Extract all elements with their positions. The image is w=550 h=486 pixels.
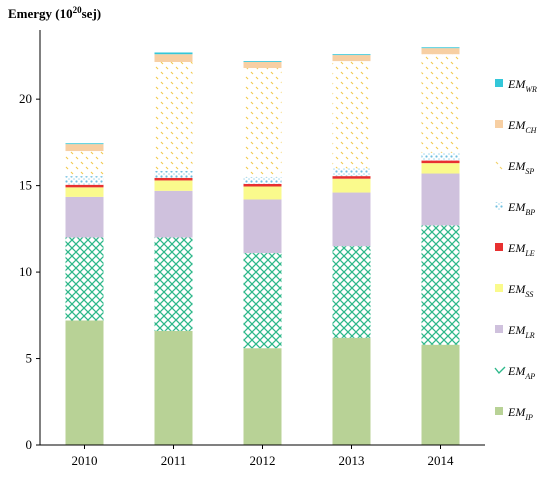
- bar-segment-wr-2012: [243, 61, 282, 62]
- bar-segment-ch-2014: [421, 48, 460, 55]
- bar-segment-bp-2010: [65, 176, 104, 185]
- legend-swatch-sp: [495, 161, 503, 170]
- legend-swatch-lr: [495, 325, 503, 333]
- y-axis-title-unit: sej): [82, 6, 102, 21]
- legend-label-ap: EMAP: [507, 364, 535, 381]
- y-tick-label: 20: [19, 91, 32, 106]
- bar-segment-ch-2011: [154, 54, 193, 62]
- bar-segment-ch-2010: [65, 144, 104, 152]
- bar-segment-ss-2014: [421, 163, 460, 174]
- legend-label-ip: EMIP: [507, 405, 533, 422]
- legend-swatch-ch: [495, 120, 503, 128]
- bar-segment-wr-2010: [65, 143, 104, 145]
- bar-segment-ap-2010: [65, 237, 104, 321]
- legend-item-le: EMLE: [495, 241, 535, 258]
- bar-segment-le-2010: [65, 184, 104, 188]
- legend: EMWR EMCH EMSP EMBP EMLE EMSS EMLR EMAP EMIP: [494, 77, 538, 422]
- x-tick-label: 2012: [250, 453, 276, 468]
- bar-segment-sp-2014: [421, 54, 460, 153]
- legend-label-bp: EMBP: [507, 200, 535, 217]
- bar-segment-ss-2011: [154, 180, 193, 191]
- legend-item-ss: EMSS: [495, 282, 533, 299]
- bar-segment-bp-2011: [154, 170, 193, 178]
- y-tick-label: 15: [19, 178, 32, 193]
- bar-segment-sp-2010: [65, 151, 104, 177]
- bar-segment-lr-2013: [332, 192, 371, 247]
- x-tick-label: 2013: [339, 453, 365, 468]
- bar-segment-sp-2013: [332, 61, 371, 169]
- bar-segment-ip-2011: [154, 330, 193, 446]
- legend-swatch-ip: [495, 407, 503, 415]
- bar-segment-ch-2013: [332, 55, 371, 62]
- legend-swatch-ap: [494, 366, 506, 375]
- bar-segment-sp-2012: [243, 68, 282, 177]
- y-tick-label: 10: [19, 264, 32, 279]
- bar-segment-lr-2011: [154, 190, 193, 238]
- bar-segment-le-2014: [421, 160, 460, 164]
- x-tick-label: 2010: [72, 453, 98, 468]
- y-tick-label: 0: [26, 437, 33, 452]
- bar-segment-lr-2010: [65, 196, 104, 238]
- bar-segment-ap-2012: [243, 253, 282, 349]
- legend-item-lr: EMLR: [495, 323, 535, 340]
- y-tick-label: 5: [26, 351, 33, 366]
- legend-item-ap: EMAP: [494, 364, 535, 381]
- bar-segment-le-2011: [154, 177, 193, 181]
- legend-item-wr: EMWR: [495, 77, 537, 94]
- x-tick-label: 2014: [428, 453, 455, 468]
- bar-segment-sp-2011: [154, 61, 193, 171]
- bar-segment-wr-2014: [421, 47, 460, 49]
- bar-segment-wr-2011: [154, 52, 193, 55]
- y-axis-title-superscript: 20: [73, 5, 83, 15]
- bar-segment-ch-2012: [243, 61, 282, 69]
- legend-label-le: EMLE: [507, 241, 535, 258]
- bar-segment-ap-2014: [421, 225, 460, 345]
- bar-segment-ap-2011: [154, 237, 193, 331]
- legend-label-wr: EMWR: [507, 77, 537, 94]
- bar-segment-ss-2013: [332, 178, 371, 193]
- bar-segment-ip-2014: [421, 344, 460, 445]
- bar-segment-lr-2012: [243, 199, 282, 254]
- axes-group: 2010 2011 2012 2013 2014 0 5 10 15 20: [19, 30, 485, 468]
- bar-segment-le-2013: [332, 176, 371, 179]
- x-tick-label: 2011: [161, 453, 187, 468]
- bar-segment-ap-2013: [332, 246, 371, 338]
- legend-item-ch: EMCH: [495, 118, 538, 135]
- bar-segment-wr-2013: [332, 54, 371, 56]
- bar-segment-ss-2010: [65, 187, 104, 197]
- legend-item-sp: EMSP: [495, 159, 534, 176]
- bar-segment-lr-2014: [421, 173, 460, 226]
- legend-swatch-ss: [495, 284, 503, 292]
- bar-segment-ss-2012: [243, 186, 282, 200]
- bar-segment-bp-2013: [332, 168, 371, 177]
- legend-swatch-le: [495, 243, 503, 251]
- bars-group: [65, 47, 460, 446]
- legend-label-ss: EMSS: [507, 282, 533, 299]
- legend-label-sp: EMSP: [507, 159, 534, 176]
- bar-segment-bp-2012: [243, 176, 282, 184]
- y-axis-title-main: Emergy (10: [8, 6, 73, 21]
- legend-swatch-wr: [495, 79, 503, 87]
- y-axis-title: Emergy (1020sej): [8, 5, 101, 21]
- bar-segment-le-2012: [243, 183, 282, 187]
- legend-label-lr: EMLR: [507, 323, 535, 340]
- legend-swatch-bp: [495, 202, 503, 210]
- legend-label-ch: EMCH: [507, 118, 538, 135]
- bar-segment-bp-2014: [421, 152, 460, 161]
- legend-item-bp: EMBP: [495, 200, 535, 217]
- bar-segment-ip-2012: [243, 348, 282, 445]
- bar-segment-ip-2010: [65, 320, 104, 445]
- legend-item-ip: EMIP: [495, 405, 533, 422]
- bar-segment-ip-2013: [332, 337, 371, 445]
